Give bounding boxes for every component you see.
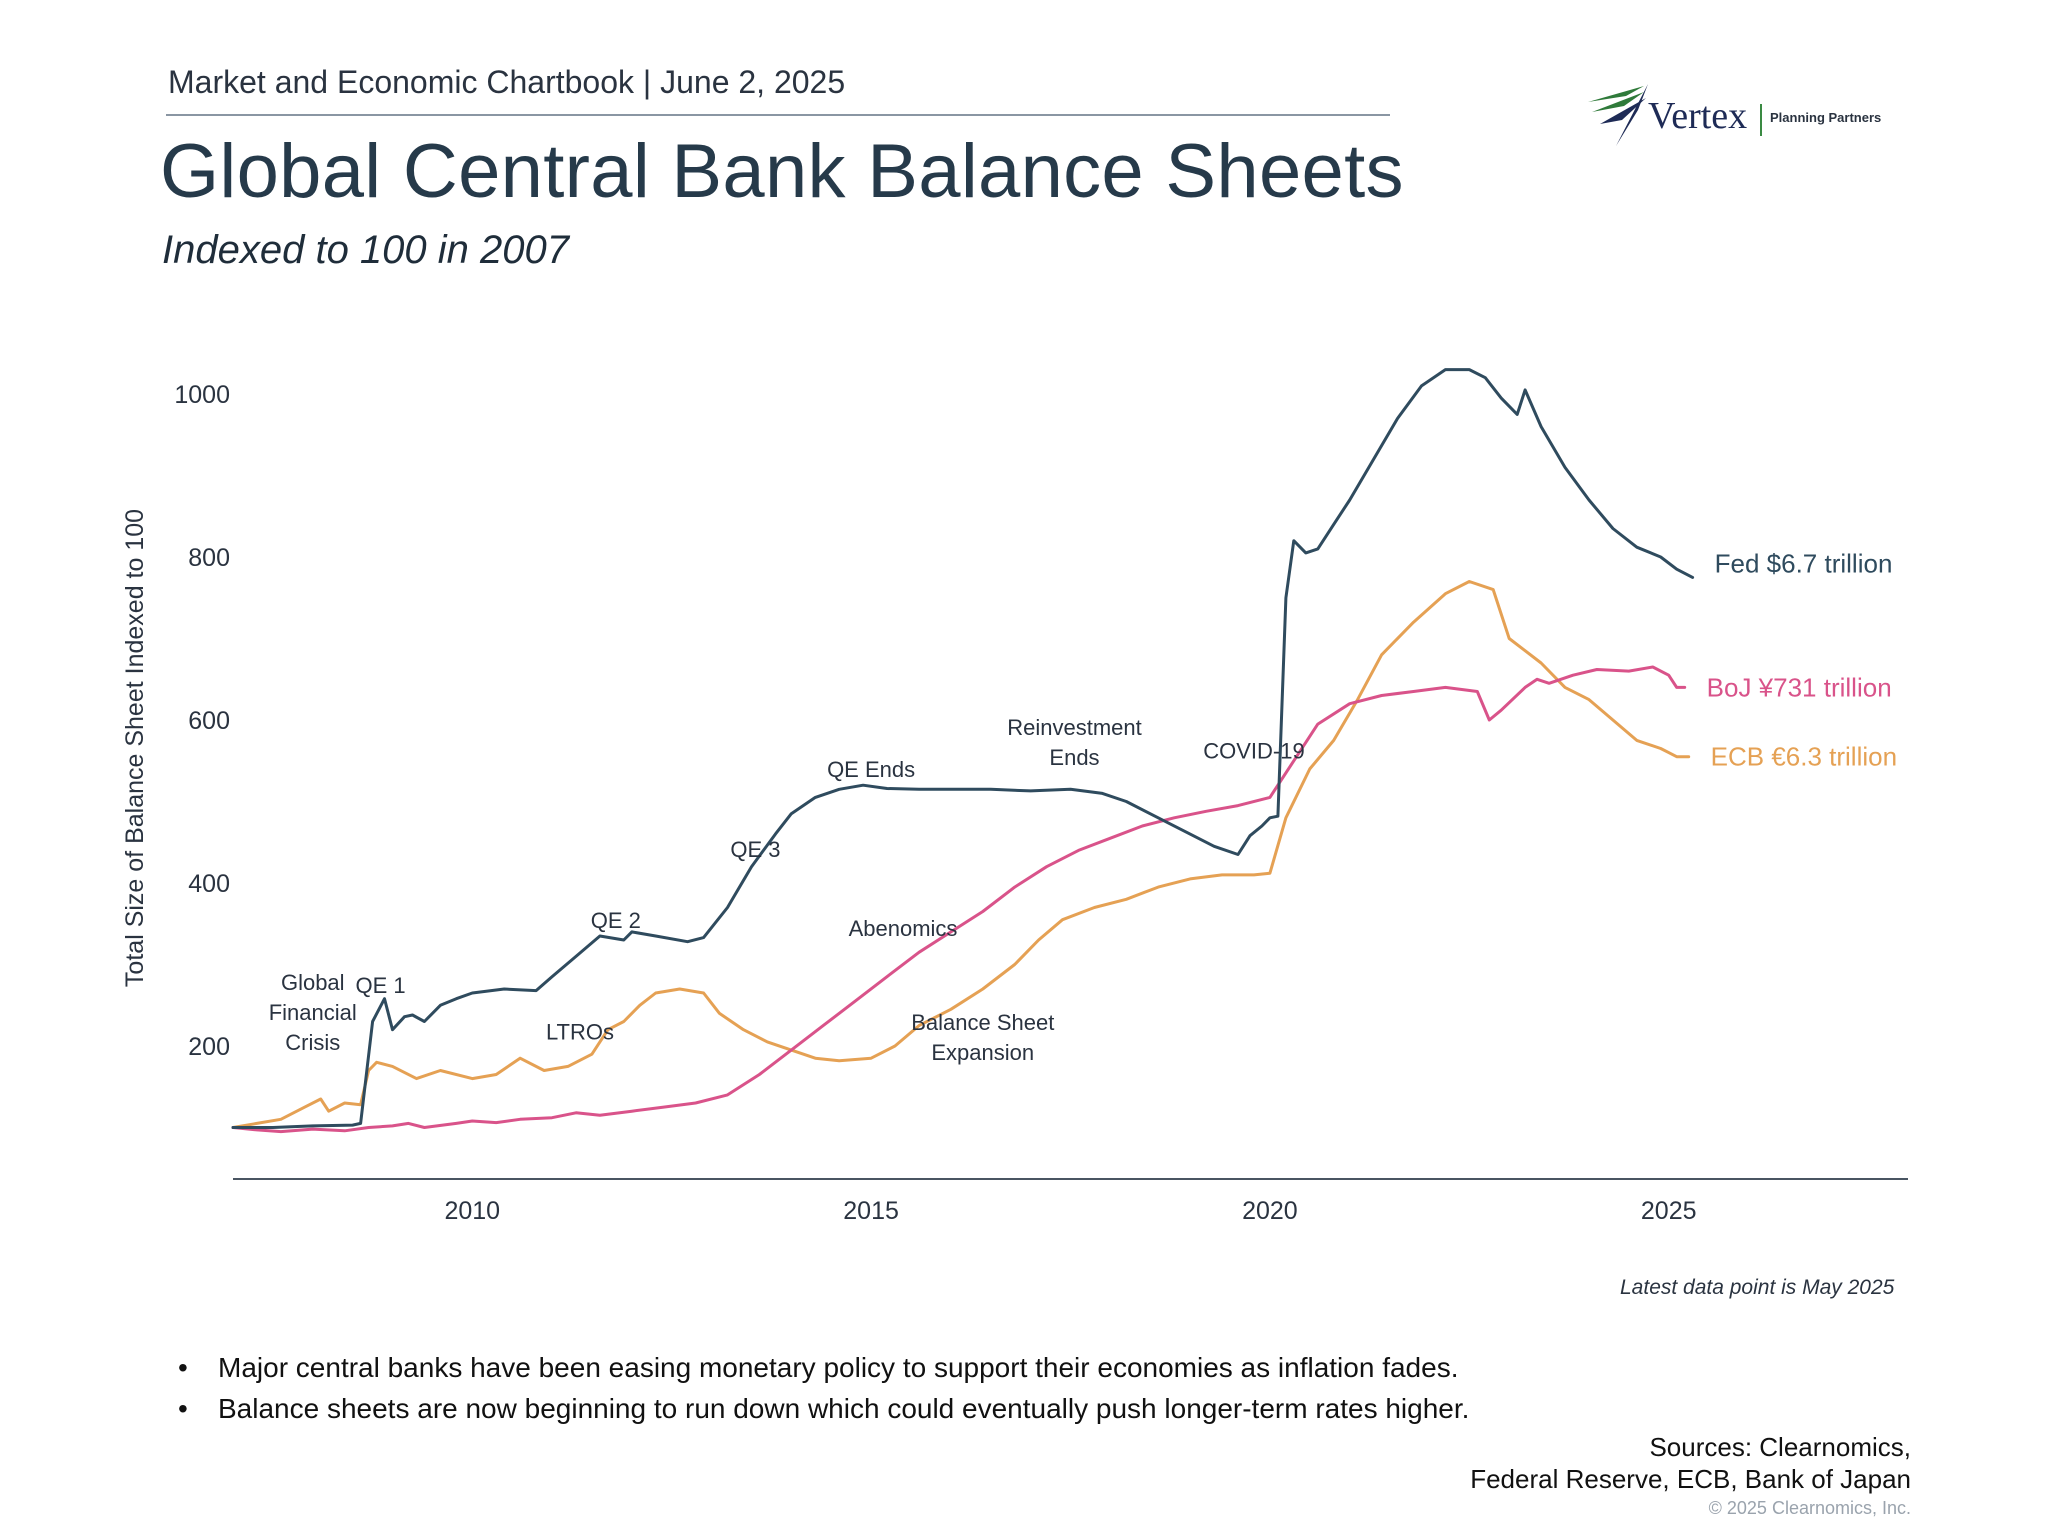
annotation-qe-ends: QE Ends (827, 757, 915, 782)
annotation-abenomics: Abenomics (849, 916, 958, 941)
bullet-text: Major central banks have been easing mon… (218, 1352, 1459, 1383)
vertex-logo-icon (1588, 84, 1648, 146)
logo-name: Vertex (1648, 95, 1748, 137)
y-axis-title: Total Size of Balance Sheet Indexed to 1… (121, 509, 149, 987)
logo-tagline: Planning Partners (1770, 110, 1882, 125)
annotation-global-financial-crisis: Financial (269, 1000, 357, 1025)
annotation-balance-sheet-expansion: Balance Sheet (911, 1010, 1054, 1035)
annotation-global-financial-crisis: Global (281, 970, 345, 995)
annotation-global-financial-crisis: Crisis (285, 1030, 340, 1055)
annotation-ltros: LTROs (546, 1019, 614, 1044)
bullet-item: • Balance sheets are now beginning to run… (178, 1393, 1469, 1425)
series-label-ecb: ECB €6.3 trillion (1711, 742, 1897, 772)
x-tick-label: 2015 (843, 1197, 899, 1225)
page-title: Global Central Bank Balance Sheets (160, 129, 1404, 214)
header-divider (166, 114, 1390, 116)
chartbook-header: Market and Economic Chartbook | June 2, … (168, 64, 846, 100)
annotation-balance-sheet-expansion: Expansion (931, 1040, 1034, 1065)
copyright: © 2025 Clearnomics, Inc. (1708, 1498, 1911, 1518)
annotation-reinvestment-ends: Ends (1049, 745, 1099, 770)
sources-line-1: Sources: Clearnomics, (1649, 1432, 1911, 1462)
y-tick-label: 1000 (174, 381, 230, 409)
x-tick-label: 2010 (444, 1197, 500, 1225)
y-tick-label: 200 (188, 1033, 230, 1061)
bullet-dot-icon: • (178, 1352, 188, 1383)
annotation-qe1: QE 1 (355, 973, 405, 998)
series-line-ecb (231, 580, 1691, 1129)
series-label-boj: BoJ ¥731 trillion (1707, 672, 1892, 702)
annotation-qe3: QE 3 (730, 837, 780, 862)
annotation-qe2: QE 2 (591, 908, 641, 933)
sources-line-2: Federal Reserve, ECB, Bank of Japan (1470, 1464, 1911, 1494)
page-subtitle: Indexed to 100 in 2007 (162, 228, 570, 272)
series-label-fed: Fed $6.7 trillion (1715, 548, 1893, 578)
bullet-text: Balance sheets are now beginning to run … (218, 1393, 1470, 1424)
y-tick-label: 600 (188, 707, 230, 735)
annotation-covid-19: COVID-19 (1203, 738, 1304, 763)
logo-separator (1760, 104, 1762, 136)
series-line-fed (231, 368, 1695, 1129)
y-tick-label: 800 (188, 544, 230, 572)
annotation-reinvestment-ends: Reinvestment (1007, 715, 1142, 740)
bullet-item: • Major central banks have been easing mo… (178, 1352, 1458, 1384)
series-line-boj (231, 665, 1687, 1134)
bullet-dot-icon: • (178, 1393, 188, 1424)
x-tick-label: 2025 (1641, 1197, 1697, 1225)
latest-data-note: Latest data point is May 2025 (1620, 1276, 1895, 1299)
y-tick-label: 400 (188, 870, 230, 898)
x-tick-label: 2020 (1242, 1197, 1298, 1225)
